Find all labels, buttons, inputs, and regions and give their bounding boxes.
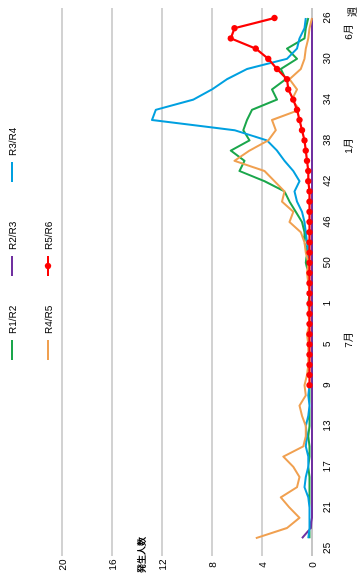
data-point xyxy=(296,116,303,124)
legend: R1/R2 R2/R3 R3/R4 R4/R5 R5/R6 xyxy=(8,127,55,360)
week-tick-label: 30 xyxy=(322,53,333,65)
week-tick-labels: 26 30 34 38 42 46 50 1 5 9 13 17 21 25 xyxy=(322,12,333,554)
data-point xyxy=(306,218,313,226)
week-tick-label: 34 xyxy=(322,94,333,106)
data-point xyxy=(306,188,313,195)
legend-label: R2/R3 xyxy=(8,221,19,250)
data-point xyxy=(306,382,313,389)
legend-item: R3/R4 xyxy=(8,127,19,182)
week-tick-label: 17 xyxy=(322,461,333,473)
data-point xyxy=(290,96,297,103)
week-tick-label: 9 xyxy=(322,382,333,388)
legend-item: R4/R5 xyxy=(44,305,55,360)
data-point xyxy=(306,331,313,338)
value-tick-label: 8 xyxy=(208,562,219,568)
month-label: 6月 xyxy=(343,24,355,40)
data-point xyxy=(306,239,313,246)
legend-item: R1/R2 xyxy=(8,305,19,360)
week-tick-label: 21 xyxy=(322,502,333,514)
data-point xyxy=(306,259,313,266)
week-tick-label: 46 xyxy=(322,216,333,228)
data-point xyxy=(265,55,272,62)
legend-marker xyxy=(44,262,52,270)
data-point xyxy=(252,45,259,52)
week-tick-label: 26 xyxy=(322,12,333,24)
data-point xyxy=(293,106,301,114)
data-point xyxy=(283,76,291,83)
data-point xyxy=(301,137,308,144)
series-line-R1-R2 xyxy=(229,17,311,539)
gridlines xyxy=(61,8,263,556)
value-tick-label: 4 xyxy=(258,562,269,568)
data-point xyxy=(306,351,313,358)
series-lines xyxy=(151,14,313,540)
data-point xyxy=(285,86,292,93)
value-tick-label: 20 xyxy=(58,559,69,571)
data-point xyxy=(306,371,313,379)
value-tick-label: 12 xyxy=(158,559,169,571)
data-point xyxy=(227,35,234,42)
series-line-R4-R5 xyxy=(233,17,313,540)
legend-label: R5/R6 xyxy=(44,221,55,250)
legend-item: R5/R6 xyxy=(44,221,55,276)
month-label: 1月 xyxy=(343,138,355,154)
data-point xyxy=(271,14,278,22)
week-tick-label: 5 xyxy=(322,341,333,347)
data-point xyxy=(306,320,313,328)
week-tick-label: 1 xyxy=(322,300,333,306)
data-point xyxy=(273,65,281,73)
data-point xyxy=(306,310,313,317)
series-line-R2-R3 xyxy=(301,18,313,539)
data-point xyxy=(231,25,238,32)
data-point xyxy=(306,290,313,297)
data-point xyxy=(306,229,313,236)
week-unit-label: 週 xyxy=(347,7,359,17)
legend-label: R4/R5 xyxy=(44,305,55,334)
value-tick-label: 16 xyxy=(108,559,119,571)
data-point xyxy=(306,249,313,256)
data-point xyxy=(298,127,306,134)
week-tick-label: 50 xyxy=(322,257,333,269)
week-tick-label: 38 xyxy=(322,134,333,146)
value-tick-labels: 0 4 8 12 16 20 xyxy=(58,559,319,571)
legend-label: R3/R4 xyxy=(8,127,19,156)
data-point xyxy=(305,178,312,185)
y-axis-title: 発生人数 xyxy=(136,536,147,574)
week-tick-label: 42 xyxy=(322,175,333,187)
data-point xyxy=(306,300,313,307)
data-point xyxy=(306,208,313,215)
month-label: 7月 xyxy=(343,332,355,348)
value-tick-label: 0 xyxy=(308,562,319,568)
week-tick-label: 13 xyxy=(322,420,333,432)
data-point xyxy=(305,167,312,175)
month-labels: 7月 1月 6月 xyxy=(343,24,355,348)
data-point xyxy=(306,280,313,287)
data-point xyxy=(303,157,311,164)
data-point xyxy=(302,147,309,154)
week-tick-label: 25 xyxy=(322,542,333,554)
data-point xyxy=(306,198,313,205)
data-point xyxy=(306,341,313,348)
data-point xyxy=(306,269,313,277)
data-point xyxy=(306,361,313,368)
legend-item: R2/R3 xyxy=(8,221,19,276)
legend-label: R1/R2 xyxy=(8,305,19,334)
